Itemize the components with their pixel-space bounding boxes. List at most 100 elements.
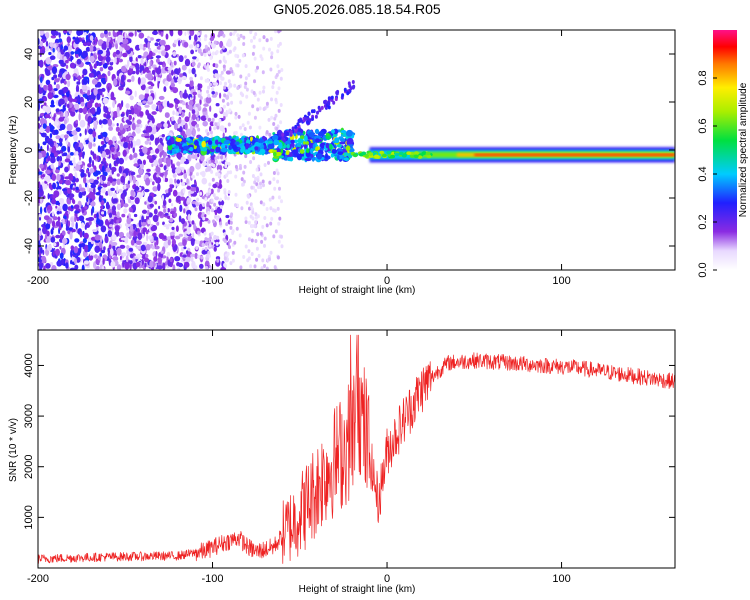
spectrogram-cell xyxy=(168,198,172,203)
spectrogram-cell xyxy=(107,247,110,253)
spectrogram-cell xyxy=(163,122,169,128)
spectrogram-cell xyxy=(198,136,204,142)
spectrogram-cell xyxy=(212,51,215,56)
spectrogram-cell xyxy=(94,245,100,253)
spectrogram-cell xyxy=(50,236,56,243)
spectrogram-cell xyxy=(69,175,74,181)
spectrogram-cell xyxy=(343,87,347,92)
spectrogram-cell xyxy=(86,184,90,192)
spectrogram-cell xyxy=(262,107,266,111)
spectrogram-cell xyxy=(231,143,239,150)
spectrogram-cell xyxy=(201,242,205,247)
spectrogram-cell xyxy=(75,127,81,132)
spectrogram-cell xyxy=(270,55,274,60)
spectrogram-cell xyxy=(212,82,219,86)
spectrogram-cell xyxy=(183,41,189,48)
spectrogram-cell xyxy=(270,97,273,102)
spectrogram-cell xyxy=(280,234,283,239)
spectrogram-cell xyxy=(262,46,266,51)
spectrogram-cell xyxy=(54,129,59,135)
spectrogram-cell xyxy=(127,180,130,185)
spectrogram-cell xyxy=(244,64,248,69)
spectrogram-cell xyxy=(179,204,183,212)
spectrogram-cell xyxy=(133,152,138,159)
spectrogram-cell xyxy=(294,124,298,129)
spectrogram-cell xyxy=(171,243,175,248)
spectrogram-cell xyxy=(351,85,355,90)
spectrogram-cell xyxy=(39,206,43,215)
spectrogram-cell xyxy=(298,119,302,123)
spectrogram-cell xyxy=(92,143,96,147)
spectrogram-cell xyxy=(101,266,104,270)
spectrogram-cell xyxy=(274,97,278,102)
spectrogram-cell xyxy=(89,55,95,63)
spectrogram-cell xyxy=(59,252,64,259)
spectrogram-cell xyxy=(45,223,51,230)
spectrogram-cell xyxy=(60,79,63,84)
spectrogram-cell xyxy=(93,87,98,96)
spectrogram-cell xyxy=(190,238,195,246)
spectrogram-cell xyxy=(128,114,132,121)
snr-x-label: Height of straight line (km) xyxy=(299,584,416,595)
spectrogram-cell xyxy=(98,194,102,203)
spectrogram-cell xyxy=(170,208,174,212)
spectrogram-cell xyxy=(206,67,210,72)
spectrogram-cell xyxy=(263,216,267,220)
spectrogram-cell xyxy=(212,69,218,75)
spectrogram-cell xyxy=(94,234,101,241)
spectrogram-cell xyxy=(169,184,172,188)
spectrogram-cell xyxy=(255,167,259,172)
spectrogram-cell xyxy=(141,209,148,214)
spectrogram-cell xyxy=(59,246,62,250)
spectrogram-cell xyxy=(150,226,157,232)
spectrogram-cell xyxy=(127,127,131,131)
spectrogram-cell xyxy=(222,128,226,133)
spectrogram-cell xyxy=(96,81,102,88)
spectrogram-cell xyxy=(146,168,151,172)
spectrogram-cell xyxy=(145,254,149,258)
spectrogram-cell xyxy=(254,146,259,151)
spectrogram-cell xyxy=(102,157,106,163)
spectrogram-cell xyxy=(336,143,342,148)
spectrogram-cell xyxy=(83,78,88,85)
spectrogram-cell xyxy=(215,159,218,164)
spectrogram-cell xyxy=(304,144,308,149)
spectrogram-cell xyxy=(195,103,199,108)
spectrogram-cell xyxy=(118,188,123,193)
spectrogram-cell xyxy=(165,33,169,40)
spectrogram-cell xyxy=(205,129,209,133)
spectrogram-cell xyxy=(187,168,190,176)
spectrogram-cell xyxy=(192,129,196,137)
spectrogram-cell xyxy=(348,148,355,153)
spectrogram-cell xyxy=(240,206,244,211)
spectrogram-cell xyxy=(223,256,227,261)
spectrogram-cell xyxy=(225,222,229,227)
colorbar-axis: 0.0 0.2 0.4 0.6 0.8 xyxy=(697,70,717,278)
spectrogram-cell xyxy=(164,261,168,266)
snr-y-axis: 1000 2000 3000 4000 xyxy=(23,353,675,530)
spectrogram-cell xyxy=(148,37,151,42)
spectrogram-cell xyxy=(214,122,218,127)
spectrogram-cell xyxy=(296,142,302,147)
spectrogram-cell xyxy=(107,139,113,146)
spectrogram-cell xyxy=(263,163,267,167)
spectrogram-cell xyxy=(117,81,120,87)
spectrogram-cell xyxy=(178,55,184,63)
spectrogram-cell xyxy=(226,251,230,256)
spectrogram-cell xyxy=(278,216,282,221)
spectrogram-cell xyxy=(157,256,162,265)
spectrogram-cell xyxy=(181,64,187,71)
spectrogram-cell xyxy=(215,241,219,246)
spectrogram-cell xyxy=(199,219,203,228)
spectrogram-cell xyxy=(185,128,192,137)
spectrogram-cell xyxy=(58,59,64,64)
spectrogram-cell xyxy=(90,201,96,207)
spectrogram-cell xyxy=(63,47,66,53)
spectrogram-cell xyxy=(223,115,226,121)
spectrogram-cell xyxy=(148,86,153,90)
spectrogram-cell xyxy=(151,163,154,168)
spectrogram-cell xyxy=(213,113,218,118)
colorbar-tick-label: 0.4 xyxy=(697,166,709,181)
spectrogram-cell xyxy=(136,261,141,268)
spectrogram-cell xyxy=(101,211,105,215)
